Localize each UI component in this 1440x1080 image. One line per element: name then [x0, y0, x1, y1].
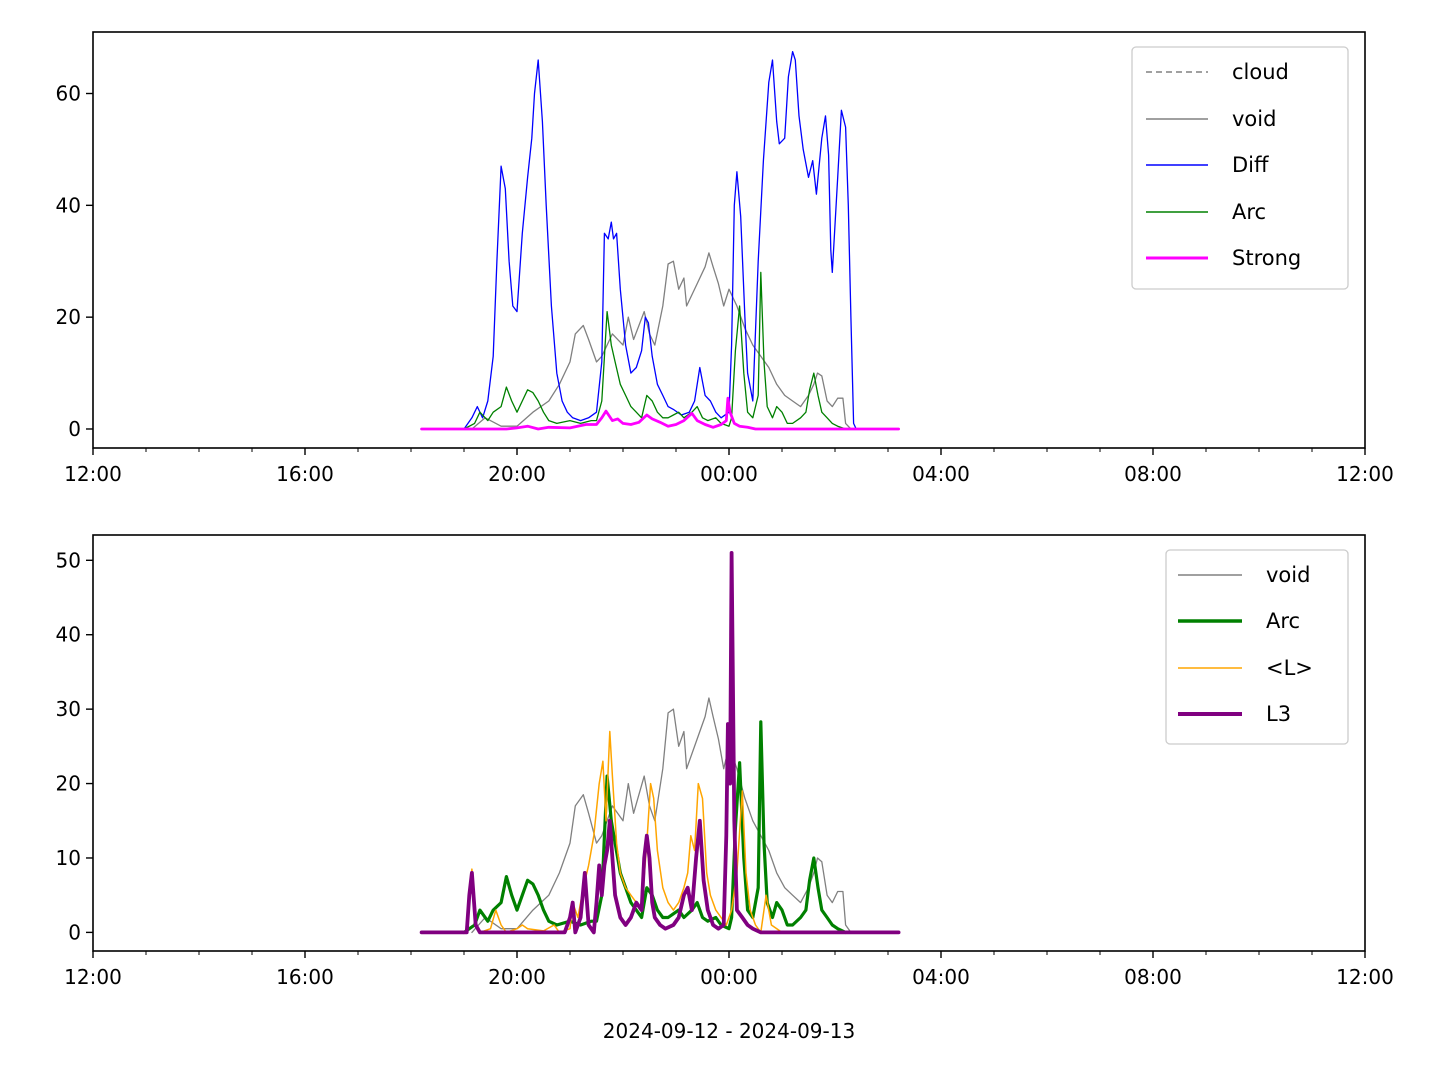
bottom-chart-legend: void Arc <L> L3: [1165, 549, 1349, 745]
legend-box: [1165, 549, 1349, 745]
series-line-arc: [462, 720, 848, 934]
legend-label-void: void: [1266, 563, 1310, 587]
y-tick-label: 10: [56, 846, 81, 870]
y-tick-label: 20: [56, 305, 81, 329]
series-line-diff: [463, 50, 857, 430]
legend-label-strong: Strong: [1232, 246, 1301, 270]
y-tick-label: 0: [68, 920, 81, 944]
y-tick-label: 40: [56, 193, 81, 217]
y-tick-label: 20: [56, 772, 81, 796]
top-chart: 0 20 40 60 12:00 16:00 20:00 00:00 04:00 08:00 12:…: [56, 31, 1394, 486]
legend-label-arc: Arc: [1266, 609, 1300, 633]
series-line-arc: [463, 271, 847, 430]
top-chart-legend: cloud void Diff Arc Strong: [1131, 46, 1349, 290]
x-tick-label: 08:00: [1124, 462, 1182, 486]
x-tick-label: 04:00: [912, 462, 970, 486]
legend-label-cloud: cloud: [1232, 60, 1289, 84]
series-line-l3: [419, 551, 901, 935]
legend-label-l3: L3: [1266, 702, 1291, 726]
series-line-strong: [420, 396, 900, 431]
x-tick-label: 12:00: [64, 462, 122, 486]
x-tick-label: 16:00: [276, 462, 334, 486]
legend-label-diff: Diff: [1232, 153, 1269, 177]
x-tick-label: 12:00: [1336, 965, 1394, 989]
bottom-chart: 0 10 20 30 40 50 12:00 16:00 20:00 00:00 04:00 08:0…: [56, 534, 1394, 1043]
x-tick-label: 16:00: [276, 965, 334, 989]
series-line-void: [471, 252, 852, 430]
x-tick-label: 20:00: [488, 462, 546, 486]
x-tick-label: 00:00: [700, 462, 758, 486]
y-tick-label: 60: [56, 82, 81, 106]
x-tick-label: 08:00: [1124, 965, 1182, 989]
x-tick-label: 12:00: [1336, 462, 1394, 486]
x-tick-label: 00:00: [700, 965, 758, 989]
legend-label-arc: Arc: [1232, 200, 1266, 224]
legend-label-void: void: [1232, 107, 1276, 131]
x-tick-label: 12:00: [64, 965, 122, 989]
x-tick-label: 04:00: [912, 965, 970, 989]
legend-box: [1131, 46, 1349, 290]
y-tick-label: 40: [56, 623, 81, 647]
x-tick-label: 20:00: [488, 965, 546, 989]
y-tick-label: 0: [68, 417, 81, 441]
x-axis-label: 2024-09-12 - 2024-09-13: [603, 1019, 855, 1043]
y-tick-label: 30: [56, 697, 81, 721]
y-tick-label: 50: [56, 548, 81, 572]
legend-label-l-mean: <L>: [1266, 656, 1313, 680]
